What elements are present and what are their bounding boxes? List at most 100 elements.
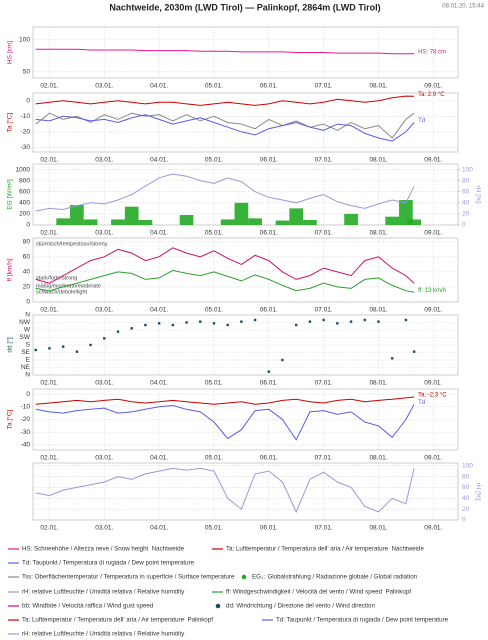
y-tick-label: -20 [21,416,31,423]
legend-label: Tss: Oberflächentemperatur / Temperatura… [22,574,235,581]
x-tick-label: 05.01. [205,455,223,462]
legend-label: Ta: Lufttemperatur / Temperatura dell' a… [226,546,424,553]
y-tick-label: 40 [23,269,31,276]
x-tick-label: 07.01. [315,525,333,532]
x-tick-label: 09.01. [424,83,442,90]
x-tick-label: 02.01. [40,83,58,90]
direction-point [144,323,147,327]
x-tick-label: 08.01. [369,230,387,237]
radiation-bar [56,218,71,225]
x-tick-label: 08.01. [369,380,387,387]
y-tick-label: 0 [26,299,30,306]
y-tick-label: -30 [21,429,31,436]
direction-point [75,350,79,353]
legend-marker [241,574,247,580]
x-tick-label: 06.01. [260,83,278,90]
direction-point [130,327,133,330]
direction-point [34,348,37,352]
x-tick-label: 06.01. [260,455,278,462]
series-end-label: Td [418,400,425,406]
x-tick-label: 03.01. [95,455,113,462]
y-tick-label: -10 [21,404,31,411]
direction-point [157,322,161,325]
radiation-bar [344,213,358,225]
y-axis-label: Ta [°C] [6,410,14,430]
x-tick-label: 05.01. [205,380,223,387]
direction-point [61,345,65,348]
x-tick-label: 07.01. [315,380,333,387]
direction-point [103,337,106,340]
y-tick-label: 50 [23,68,31,75]
series-line [35,173,415,212]
y2-tick-label: 80 [462,177,470,184]
x-tick-label: 06.01. [260,525,278,532]
radiation-bar [124,206,139,225]
y-axis-label: Ta [°C] [6,113,14,133]
series-line [35,396,415,405]
legend-marker [215,603,221,609]
legend-label: Td: Taupunkt / Temperatura di rugiada / … [276,617,449,624]
x-tick-label: 02.01. [40,157,58,164]
legend-label: rH: relative Luftfeuchte / Umidità relat… [22,589,185,596]
x-tick-label: 08.01. [369,307,387,314]
direction-point [253,318,257,322]
radiation-bar [275,220,290,225]
y2-tick-label: 60 [462,484,470,491]
y-axis-label: HS [cm] [7,41,14,64]
x-tick-label: 03.01. [95,525,113,532]
legend-label: Ta: Lufttemperatur / Temperatura dell' a… [22,617,213,624]
y-tick-label: W [24,327,31,334]
x-tick-label: 09.01. [424,307,442,314]
direction-point [295,323,298,327]
legend-label: ff: Windgeschwindigkeit / Velocità del v… [226,589,411,596]
page-title: Nachtweide, 2030m (LWD Tirol) — Palinkop… [109,2,380,12]
direction-point [116,330,120,333]
x-tick-label: 06.01. [260,157,278,164]
radiation-bar [385,216,400,225]
radiation-bar [111,219,125,225]
x-tick-label: 04.01. [150,455,168,462]
direction-point [404,318,408,322]
x-tick-label: 06.01. [260,307,278,314]
x-tick-label: 04.01. [150,380,168,387]
x-tick-label: 03.01. [95,230,113,237]
y-tick-label: 20 [23,284,31,291]
y-axis-label: ff [km/h] [7,258,14,281]
y2-tick-label: 20 [462,211,470,218]
y2-axis-label: rH [%] [474,482,481,500]
y-axis-label: dd [°] [6,337,14,352]
x-tick-label: 09.01. [424,455,442,462]
y-tick-label: SW [20,334,31,341]
timestamp: 08.01.20, 15:44 [442,4,484,10]
y2-tick-label: 100 [462,462,473,469]
x-tick-label: 02.01. [40,307,58,314]
x-tick-label: 08.01. [369,157,387,164]
direction-point [48,347,51,350]
x-tick-label: 04.01. [150,307,168,314]
y-tick-label: 400 [19,200,30,207]
panel-frame [32,462,459,521]
x-tick-label: 07.01. [315,307,333,314]
x-tick-label: 08.01. [369,83,387,90]
series-line [35,48,415,55]
y2-tick-label: 20 [462,506,470,513]
direction-point [336,322,339,325]
radiation-bar [407,219,421,225]
x-tick-label: 09.01. [424,380,442,387]
y-tick-label: 80 [23,238,31,245]
wind-class-label: stürmisch/tempestoso/stormy [36,241,108,247]
legend-label: dd: Windrichtung / Direzione del vento /… [226,603,375,610]
legend-label: Td: Taupunkt / Temperatura di rugiada / … [22,560,195,567]
direction-point [171,323,175,327]
x-tick-label: 05.01. [205,230,223,237]
x-tick-label: 03.01. [95,157,113,164]
x-tick-label: 02.01. [40,380,58,387]
y2-tick-label: 80 [462,473,470,480]
wind-class-label: mäßig/moderato/moderate [36,283,101,289]
radiation-bar [248,218,262,225]
panel-frame [32,237,459,303]
x-tick-label: 03.01. [95,380,113,387]
y-tick-label: 0 [26,391,30,398]
y-tick-label: -30 [21,144,31,151]
